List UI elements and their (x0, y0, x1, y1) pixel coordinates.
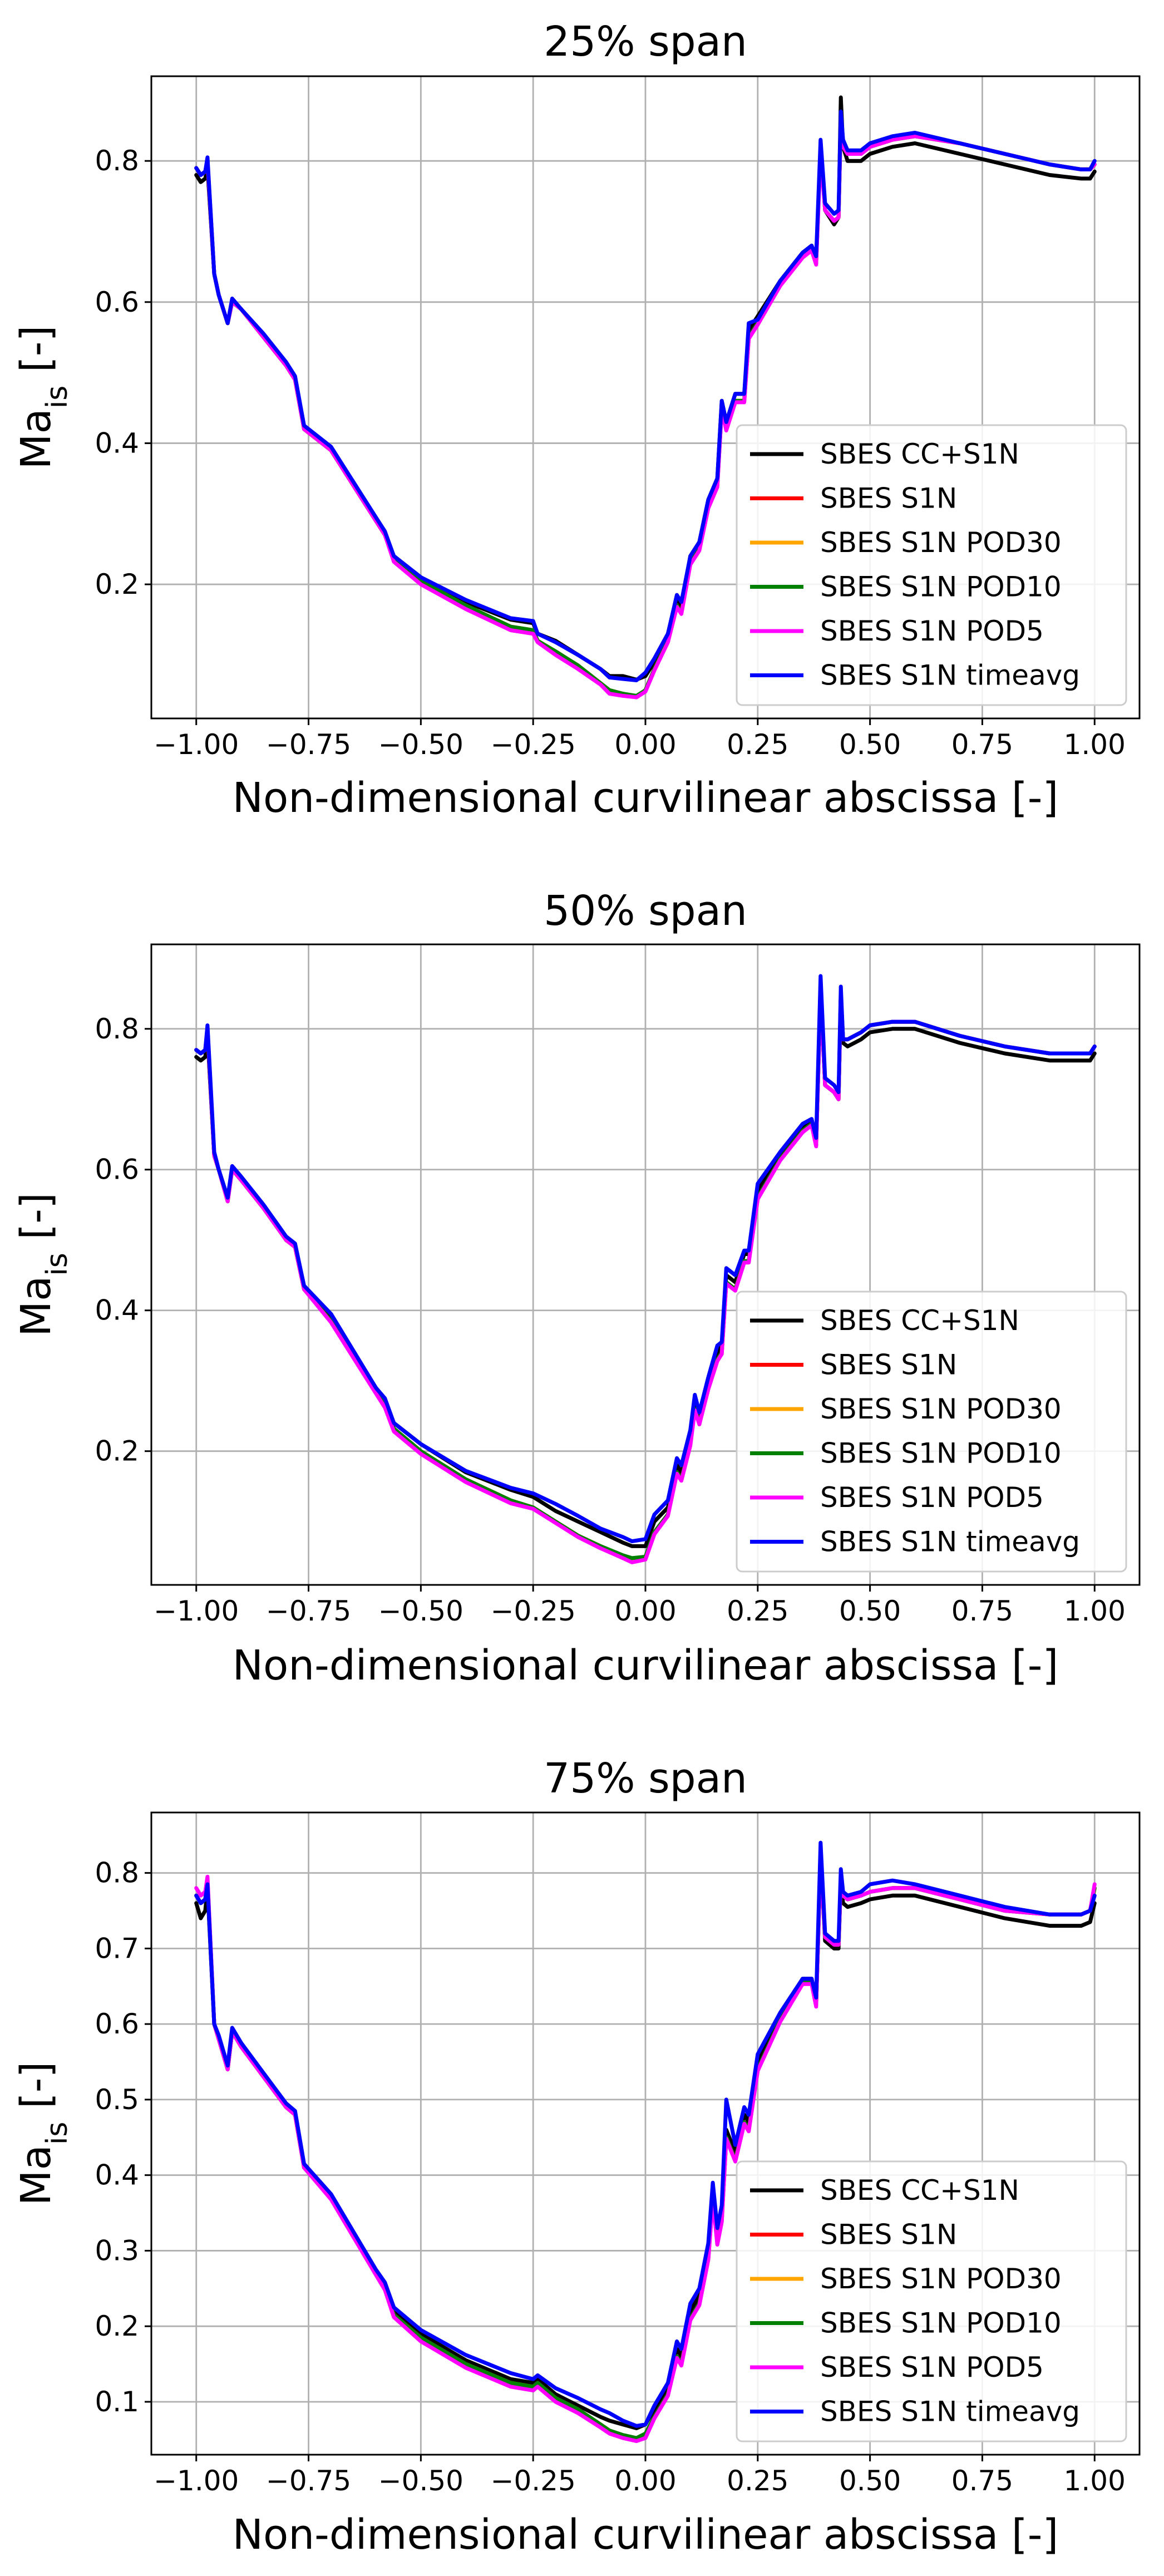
x-tick-label: 0.50 (839, 2465, 901, 2497)
y-tick-label: 0.8 (95, 1857, 139, 1889)
x-tick-label: 1.00 (1064, 2465, 1126, 2497)
x-tick-label: −1.00 (154, 728, 239, 761)
x-tick-label: −0.75 (266, 1595, 351, 1627)
plot-area (194, 1840, 1097, 2444)
y-axis-label-main: Ma (12, 408, 60, 469)
x-tick-label: 1.00 (1064, 728, 1126, 761)
legend-box (736, 2160, 1127, 2442)
x-tick-label: −0.25 (491, 728, 576, 761)
x-tick-label: −1.00 (154, 2465, 239, 2497)
legend: SBES CC+S1N SBES S1N SBES S1N POD30 SBES S1… (736, 424, 1127, 706)
y-tick-label: 0.5 (95, 2084, 139, 2116)
x-tick-label: −0.25 (491, 1595, 576, 1627)
y-tick-label: 0.4 (95, 1294, 139, 1327)
legend-label: SBES CC+S1N (820, 1304, 1019, 1337)
y-axis-label-main: Ma (12, 2145, 60, 2205)
y-axis-label-subscript: is (41, 386, 74, 409)
y-tick-label: 0.2 (95, 1435, 139, 1467)
legend-label: SBES CC+S1N (820, 2174, 1019, 2206)
legend-label: SBES S1N POD30 (820, 2263, 1062, 2295)
legend-label: SBES S1N POD10 (820, 571, 1062, 603)
legend-label: SBES S1N POD10 (820, 1437, 1062, 1470)
y-tick-label: 0.2 (95, 2310, 139, 2342)
y-axis-label: Mais [-] (12, 2062, 74, 2206)
y-axis-label-unit: [-] (12, 2062, 60, 2122)
legend-label: SBES S1N (820, 2219, 957, 2251)
legend-label: SBES S1N timeavg (820, 1526, 1080, 1558)
legend-label: SBES S1N (820, 482, 957, 515)
x-axis-label: Non-dimensional curvilinear abscissa [-] (233, 1642, 1059, 1690)
y-axis-label: Mais [-] (12, 1193, 74, 1337)
x-tick-label: −0.50 (378, 2465, 463, 2497)
y-tick-label: 0.4 (95, 2159, 139, 2191)
y-axis-label-main: Ma (12, 1276, 60, 1337)
y-tick-label: 0.4 (95, 427, 139, 459)
x-tick-label: 0.50 (839, 728, 901, 761)
x-tick-label: 0.00 (614, 2465, 676, 2497)
x-tick-label: 0.00 (614, 728, 676, 761)
y-axis-label-subscript: is (41, 2122, 74, 2145)
x-axis-label: Non-dimensional curvilinear abscissa [-] (233, 774, 1059, 822)
x-tick-label: 0.25 (727, 2465, 788, 2497)
chart-title: 75% span (544, 1755, 747, 1802)
y-axis-label-subscript: is (41, 1253, 74, 1276)
legend-label: SBES S1N (820, 1349, 957, 1381)
legend-label: SBES CC+S1N (820, 438, 1019, 470)
chart-title: 25% span (544, 18, 747, 66)
legend-label: SBES S1N POD5 (820, 615, 1044, 647)
x-tick-label: −0.50 (378, 1595, 463, 1627)
y-tick-label: 0.6 (95, 2008, 139, 2040)
series-line-5 (194, 1856, 1097, 2444)
legend: SBES CC+S1N SBES S1N SBES S1N POD30 SBES S1… (736, 1291, 1127, 1573)
legend-label: SBES S1N timeavg (820, 659, 1080, 692)
y-tick-label: 0.8 (95, 1013, 139, 1045)
legend-box (736, 424, 1127, 706)
legend-label: SBES S1N POD30 (820, 526, 1062, 559)
plot-area (194, 95, 1097, 700)
series-line-6 (194, 1840, 1097, 2428)
x-tick-label: 0.75 (951, 728, 1013, 761)
series-line-6 (194, 109, 1097, 682)
legend-label: SBES S1N POD10 (820, 2307, 1062, 2339)
legend-box (736, 1291, 1127, 1573)
y-axis-label-unit: [-] (12, 1193, 60, 1253)
x-tick-label: −0.75 (266, 728, 351, 761)
x-tick-label: 0.75 (951, 2465, 1013, 2497)
y-tick-label: 0.3 (95, 2234, 139, 2267)
x-tick-label: 0.50 (839, 1595, 901, 1627)
x-tick-label: 0.75 (951, 1595, 1013, 1627)
y-tick-label: 0.7 (95, 1932, 139, 1964)
chart-panel-1: 25% span −1.00 −0.75 −0.50 −0.25 0.00 0.25 0.50… (12, 18, 1141, 822)
y-tick-label: 0.8 (95, 145, 139, 177)
legend-label: SBES S1N POD5 (820, 2351, 1044, 2383)
chart-title: 50% span (544, 887, 747, 935)
legend-label: SBES S1N timeavg (820, 2396, 1080, 2428)
x-tick-label: −1.00 (154, 1595, 239, 1627)
x-axis-label: Non-dimensional curvilinear abscissa [-] (233, 2511, 1059, 2559)
y-tick-label: 0.2 (95, 568, 139, 600)
legend-label: SBES S1N POD30 (820, 1393, 1062, 1425)
y-tick-label: 0.6 (95, 286, 139, 318)
chart-panel-2: 50% span −1.00 −0.75 −0.50 −0.25 0.00 0.25 0.50… (12, 887, 1141, 1690)
x-tick-label: −0.75 (266, 2465, 351, 2497)
y-axis-label-unit: [-] (12, 326, 60, 386)
y-tick-label: 0.1 (95, 2386, 139, 2418)
x-tick-label: −0.50 (378, 728, 463, 761)
chart-panel-3: 75% span−1.00 −0.75 −0.50 −0.25 0.00 0.25 0.50… (12, 1755, 1141, 2559)
legend-label: SBES S1N POD5 (820, 1481, 1044, 1514)
x-tick-label: −0.25 (491, 2465, 576, 2497)
x-tick-label: 0.00 (614, 1595, 676, 1627)
plot-area (194, 974, 1097, 1564)
x-tick-label: 0.25 (727, 1595, 788, 1627)
legend: SBES CC+S1N SBES S1N SBES S1N POD30 SBES S1… (736, 2160, 1127, 2442)
y-axis-label: Mais [-] (12, 326, 74, 470)
x-tick-label: 1.00 (1064, 1595, 1126, 1627)
series-line-6 (194, 974, 1097, 1544)
x-tick-label: 0.25 (727, 728, 788, 761)
y-tick-label: 0.6 (95, 1154, 139, 1186)
